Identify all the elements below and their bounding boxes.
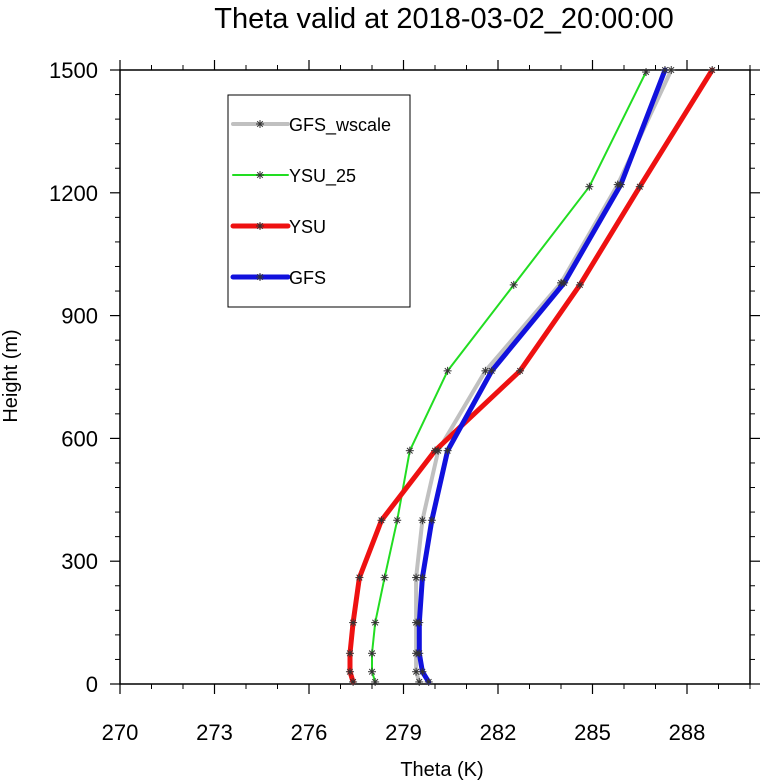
y-tick-label: 300 [61, 549, 98, 574]
x-tick-label: 273 [196, 720, 233, 745]
data-point-gfs [427, 516, 436, 525]
data-point-gfs-wscale [667, 66, 676, 74]
x-tick-label: 285 [574, 720, 611, 745]
axis-ticks: 270 273 276 279 282 285 288 0 300 600 900 1200 1500 [49, 58, 760, 745]
data-point-ysu [708, 66, 717, 74]
data-point-gfs-wscale [418, 516, 427, 525]
data-point-ysu [355, 573, 364, 582]
data-point-gfs-wscale [415, 677, 424, 686]
data-point-gfs [415, 618, 424, 627]
y-tick-label: 1500 [49, 58, 98, 83]
data-point-ysu-25 [380, 573, 389, 582]
legend-frame [227, 94, 411, 308]
data-point-gfs [415, 649, 424, 658]
x-tick-label: 279 [385, 720, 422, 745]
y-tick-label: 600 [61, 426, 98, 451]
data-point-ysu-25 [368, 667, 376, 676]
data-point-ysu-25 [642, 68, 651, 77]
data-point-ysu [349, 618, 358, 627]
chart-title: Theta valid at 2018-03-02_20:00:00 [214, 3, 674, 35]
legend-label-gfs: GFS [289, 268, 326, 288]
y-tick-label: 0 [86, 672, 98, 697]
data-point-ysu [345, 667, 354, 676]
data-point-gfs [487, 366, 496, 375]
x-tick-label: 288 [669, 720, 706, 745]
data-point-ysu [431, 446, 439, 455]
series-line-gfs-wscale [414, 68, 674, 684]
data-point-gfs [443, 446, 452, 455]
legend-marker-ysu [256, 222, 264, 230]
data-point-ysu-25 [405, 446, 414, 455]
data-point-ysu-25 [585, 182, 594, 191]
series-line-gfs [416, 67, 668, 685]
data-point-gfs [424, 677, 433, 686]
data-point-gfs [418, 667, 427, 676]
data-point-ysu-25 [371, 677, 380, 686]
data-point-ysu [377, 516, 386, 525]
data-point-ysu [345, 649, 354, 658]
data-point-ysu [349, 677, 358, 686]
data-point-ysu-25 [393, 516, 402, 525]
data-point-gfs [560, 278, 569, 287]
series-line-ysu-25 [371, 71, 647, 683]
legend-marker-gfs [256, 273, 264, 281]
legend-label-gfs-wscale: GFS_wscale [289, 115, 391, 136]
series-lines [345, 66, 717, 686]
y-axis-label: Height (m) [0, 329, 22, 422]
y-tick-label: 900 [61, 304, 98, 329]
data-point-ysu-25 [509, 280, 518, 289]
legend: GFS_wscale YSU_25 YSU GFS [227, 94, 411, 308]
legend-label-ysu-25: YSU_25 [289, 166, 356, 187]
data-point-gfs [616, 180, 625, 189]
data-point-gfs [660, 66, 669, 74]
legend-marker-ysu-25 [256, 171, 264, 179]
y-tick-label: 1200 [49, 181, 98, 206]
x-axis-label: Theta (K) [400, 759, 483, 781]
data-point-ysu [635, 182, 644, 191]
legend-marker-gfs-wscale [256, 120, 264, 128]
data-point-ysu [516, 366, 525, 375]
data-point-gfs [418, 573, 427, 582]
legend-label-ysu: YSU [289, 217, 326, 237]
x-tick-label: 276 [291, 720, 328, 745]
data-point-ysu-25 [443, 366, 452, 375]
data-point-ysu-25 [368, 649, 376, 658]
x-tick-label: 270 [102, 720, 139, 745]
data-point-ysu-25 [371, 618, 380, 627]
data-point-ysu [575, 280, 584, 289]
x-tick-label: 282 [480, 720, 517, 745]
